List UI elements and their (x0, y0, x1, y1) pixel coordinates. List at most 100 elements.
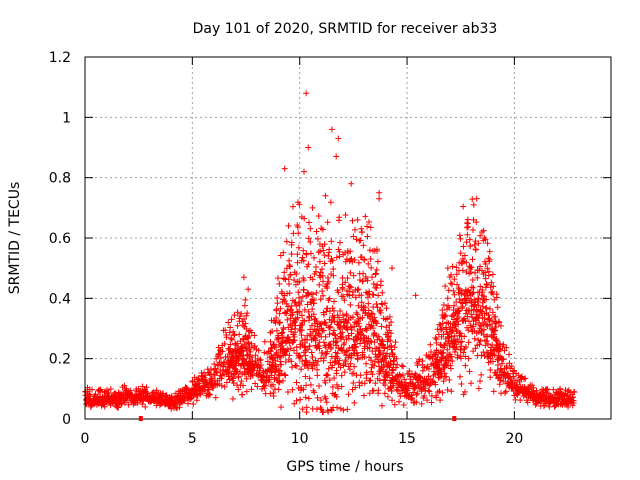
data-point (500, 341, 507, 348)
baseline-marker (138, 416, 143, 421)
data-point (424, 397, 431, 404)
data-point (517, 397, 524, 404)
data-point (252, 352, 259, 359)
data-point (362, 213, 369, 220)
data-point (242, 320, 249, 327)
data-point (371, 358, 378, 365)
data-point (387, 337, 394, 344)
data-point (400, 402, 407, 409)
data-point (343, 312, 350, 319)
data-point (492, 313, 499, 320)
data-point (438, 326, 445, 333)
data-point (278, 342, 285, 349)
data-point (333, 381, 340, 388)
data-point (432, 381, 439, 388)
data-point (345, 332, 352, 339)
data-point (273, 315, 280, 322)
data-point (393, 355, 400, 362)
data-point (341, 297, 348, 304)
data-point (272, 357, 279, 364)
data-point (195, 380, 202, 387)
data-point (369, 348, 376, 355)
data-point (349, 314, 356, 321)
data-point (257, 356, 264, 363)
data-point (447, 365, 454, 372)
data-point (482, 260, 489, 267)
data-point (115, 389, 122, 396)
data-point (364, 223, 371, 230)
data-point (379, 402, 386, 409)
data-point (398, 362, 405, 369)
data-point (281, 371, 288, 378)
data-point (483, 296, 490, 303)
data-point (322, 379, 329, 386)
data-point (339, 329, 346, 336)
data-point (465, 327, 472, 334)
data-point (483, 281, 490, 288)
data-point (436, 388, 443, 395)
data-point (364, 294, 371, 301)
data-point (324, 219, 331, 226)
data-point (457, 373, 464, 380)
data-point (344, 319, 351, 326)
data-point (300, 386, 307, 393)
data-point (477, 263, 484, 270)
x-tick-label: 20 (505, 431, 523, 447)
data-point (415, 382, 422, 389)
data-point (426, 388, 433, 395)
data-point (392, 364, 399, 371)
data-point (223, 334, 230, 341)
data-point (319, 272, 326, 279)
data-point (481, 318, 488, 325)
data-point (351, 257, 358, 264)
data-point (565, 403, 572, 410)
data-point (292, 322, 299, 329)
data-point (241, 316, 248, 323)
data-point (326, 376, 333, 383)
data-point (482, 236, 489, 243)
data-point (463, 259, 470, 266)
data-point (250, 367, 257, 374)
data-point (373, 301, 380, 308)
data-point (249, 372, 256, 379)
data-point (490, 283, 497, 290)
data-point (248, 329, 255, 336)
data-point (301, 306, 308, 313)
data-point (376, 189, 383, 196)
data-point (317, 296, 324, 303)
data-point (329, 384, 336, 391)
data-point (296, 294, 303, 301)
data-point (524, 399, 531, 406)
data-point (321, 252, 328, 259)
data-point (427, 341, 434, 348)
data-point (474, 274, 481, 281)
data-point (490, 388, 497, 395)
data-point (286, 290, 293, 297)
data-point (307, 381, 314, 388)
data-point (316, 345, 323, 352)
data-point (286, 352, 293, 359)
data-point (273, 363, 280, 370)
data-point (375, 333, 382, 340)
data-point (274, 275, 281, 282)
data-point (334, 350, 341, 357)
data-point (366, 377, 373, 384)
data-point (484, 282, 491, 289)
data-point (406, 367, 413, 374)
data-point (390, 367, 397, 374)
data-point (417, 374, 424, 381)
data-point (316, 382, 323, 389)
data-point (453, 271, 460, 278)
x-axis-label: GPS time / hours (286, 459, 403, 475)
data-point (485, 312, 492, 319)
data-point (376, 195, 383, 202)
data-point (329, 257, 336, 264)
data-point (333, 393, 340, 400)
data-point (439, 355, 446, 362)
data-point (297, 396, 304, 403)
data-point (324, 372, 331, 379)
data-point (501, 347, 508, 354)
data-point (298, 213, 305, 220)
data-point (468, 284, 475, 291)
data-point (305, 235, 312, 242)
